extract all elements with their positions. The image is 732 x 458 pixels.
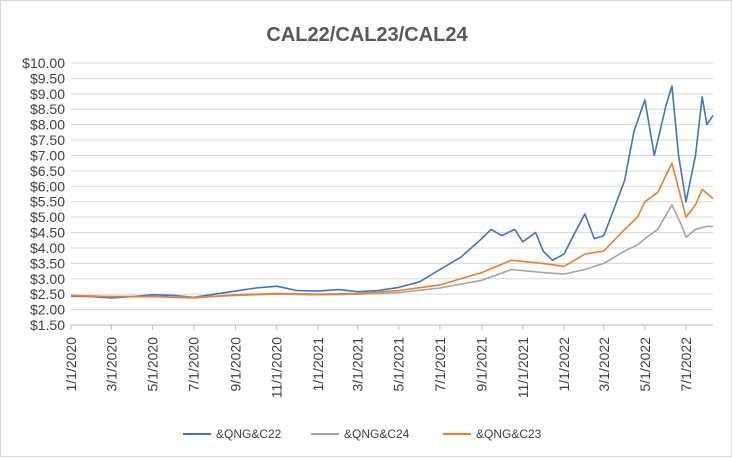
x-tick-label: 11/1/2020 [269,337,285,398]
legend: &QNG&C22 &QNG&C24 &QNG&C23 [183,427,542,441]
legend-label: &QNG&C22 [216,427,282,441]
y-tick-label: $9.50 [30,70,65,86]
x-tick-label: 3/1/2020 [103,337,119,392]
y-tick-label: $4.00 [30,240,65,256]
x-tick-label: 1/1/2021 [310,337,326,392]
x-tick-label: 3/1/2022 [596,337,612,392]
x-tick-label: 11/1/2021 [515,337,531,398]
y-tick-label: $8.50 [30,101,65,117]
y-tick-label: $3.50 [30,255,65,271]
series-line [70,204,713,299]
y-tick-label: $3.00 [30,271,65,287]
series-line [70,85,714,299]
x-tick-label: 5/1/2021 [391,337,407,392]
x-axis: 1/1/2020 3/1/2020 5/1/2020 7/1/2020 9/1/2020… [63,324,713,398]
y-tick-label: $6.00 [30,178,65,194]
y-tick-label: $7.50 [30,132,65,148]
chart-title: CAL22/CAL23/CAL24 [266,24,468,46]
y-tick-label: $7.00 [30,147,65,163]
x-tick-label: 9/1/2020 [228,337,244,392]
x-tick-label: 7/1/2021 [432,337,448,392]
x-tick-label: 7/1/2022 [678,337,694,392]
y-tick-label: $9.00 [30,86,65,102]
y-tick-label: $5.00 [30,209,65,225]
y-tick-label: $2.50 [30,286,65,302]
x-tick-label: 5/1/2020 [145,337,161,392]
x-tick-label: 5/1/2022 [637,337,653,392]
y-tick-label: $2.00 [30,302,65,318]
x-tick-label: 7/1/2020 [186,337,202,392]
x-tick-label: 1/1/2022 [556,337,572,392]
x-tick-label: 1/1/2020 [63,337,79,392]
y-tick-label: $4.50 [30,225,65,241]
x-tick-label: 3/1/2021 [350,337,366,392]
y-tick-label: $6.50 [30,163,65,179]
x-tick-label: 9/1/2021 [474,337,490,392]
legend-label: &QNG&C24 [344,427,410,441]
y-tick-label: $1.50 [30,317,65,333]
y-axis: $1.50$2.00$2.50$3.00$3.50$4.00$4.50$5.00… [22,55,65,333]
series-line [70,162,714,299]
legend-label: &QNG&C23 [476,427,542,441]
y-tick-label: $10.00 [22,55,65,71]
y-tick-label: $8.00 [30,117,65,133]
series-lines [70,85,714,299]
gridlines [71,62,713,326]
y-tick-label: $5.50 [30,194,65,210]
